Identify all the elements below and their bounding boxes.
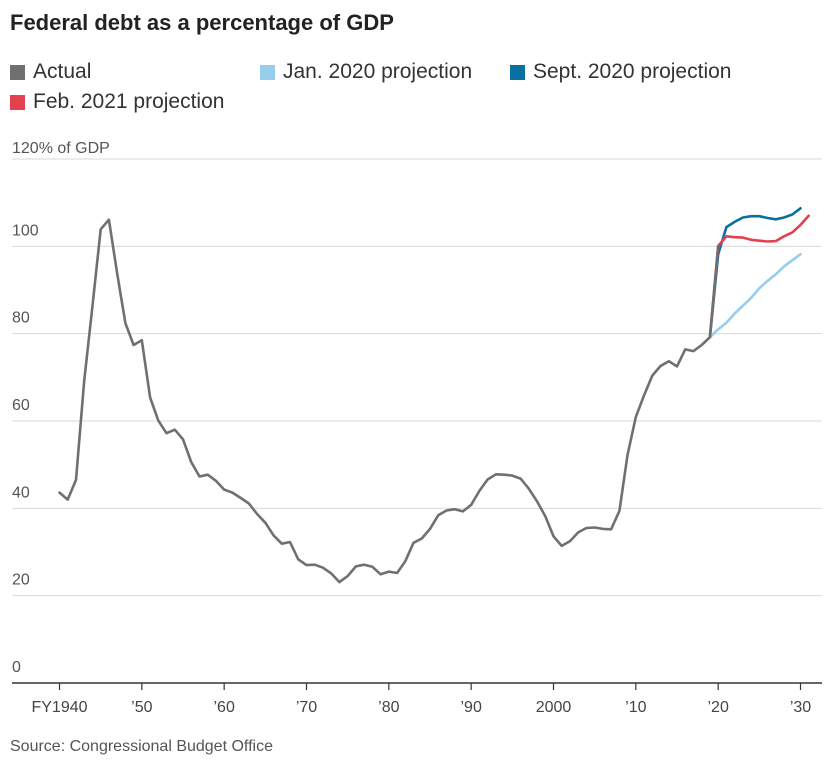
y-tick-label-60: 60: [12, 397, 30, 414]
y-tick-label-0: 0: [12, 659, 21, 676]
series-line-sept-2020-projection: [708, 207, 802, 339]
x-tick-label-2020: ’20: [707, 699, 728, 716]
x-tick-label-1960: ’60: [213, 699, 234, 716]
x-tick-label-1940: FY1940: [31, 699, 87, 716]
legend-label-actual: Actual: [33, 60, 92, 83]
series-line-feb-2021-projection: [708, 214, 811, 339]
legend-swatch-actual: [10, 64, 25, 80]
x-tick-label-1970: ’70: [296, 699, 317, 716]
legend-item-sept-2020: Sept. 2020 projection: [510, 60, 731, 84]
x-tick-label-1990: ’90: [460, 699, 481, 716]
legend-item-jan-2020: Jan. 2020 projection: [260, 60, 472, 84]
x-tick-label-1950: ’50: [131, 699, 152, 716]
y-tick-label-100: 100: [12, 222, 39, 239]
x-tick-label-2010: ’10: [625, 699, 646, 716]
x-tick-label-2000: 2000: [536, 699, 572, 716]
series-line-actual: [58, 218, 720, 584]
legend-swatch-feb-2021: [10, 94, 25, 110]
legend-item-actual: Actual: [10, 60, 91, 84]
chart-title: Federal debt as a percentage of GDP: [10, 10, 394, 35]
legend-item-feb-2021: Feb. 2021 projection: [10, 90, 224, 114]
legend-label-sept-2020: Sept. 2020 projection: [533, 60, 732, 83]
series-line-jan-2020-projection: [708, 252, 802, 339]
y-tick-label-80: 80: [12, 310, 30, 327]
legend-label-feb-2021: Feb. 2021 projection: [33, 90, 225, 113]
y-tick-label-40: 40: [12, 484, 30, 501]
source-note: Source: Congressional Budget Office: [10, 738, 273, 755]
y-axis-label: 120% of GDP: [12, 140, 110, 157]
x-tick-label-1980: ’80: [378, 699, 399, 716]
y-tick-label-20: 20: [12, 572, 30, 589]
legend-label-jan-2020: Jan. 2020 projection: [283, 60, 473, 83]
x-tick-label-2030: ’30: [790, 699, 811, 716]
legend-swatch-sept-2020: [510, 64, 525, 80]
legend-swatch-jan-2020: [260, 64, 275, 80]
